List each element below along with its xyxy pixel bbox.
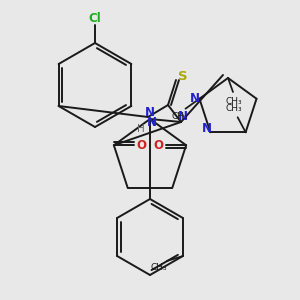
Text: N: N	[147, 116, 157, 130]
Text: CH₃: CH₃	[171, 112, 188, 121]
Text: Cl: Cl	[88, 13, 101, 26]
Text: N: N	[178, 110, 188, 124]
Text: CH₃: CH₃	[226, 97, 242, 106]
Text: O: O	[153, 139, 163, 152]
Text: CH₃: CH₃	[151, 262, 167, 272]
Text: N: N	[190, 92, 200, 105]
Text: H: H	[137, 124, 145, 134]
Text: S: S	[178, 70, 188, 83]
Text: N: N	[202, 122, 212, 135]
Text: CH₃: CH₃	[225, 104, 242, 113]
Text: N: N	[145, 106, 155, 118]
Text: O: O	[137, 139, 147, 152]
